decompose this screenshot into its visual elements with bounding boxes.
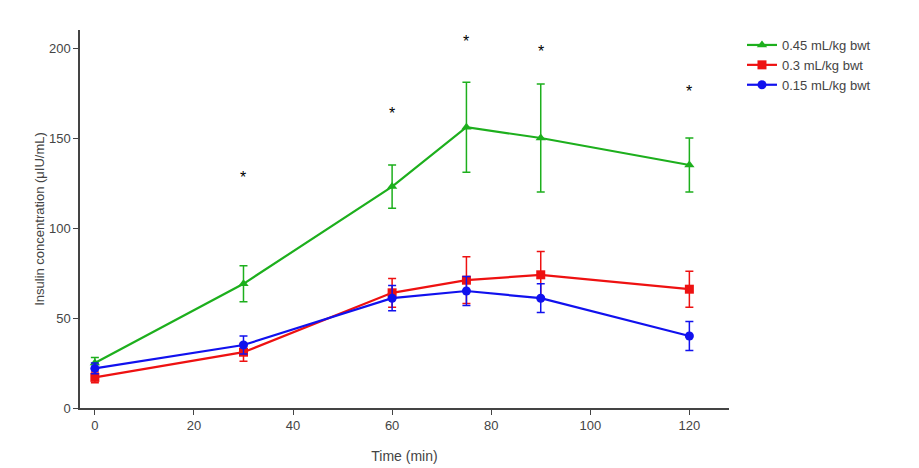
svg-text:100: 100	[579, 418, 601, 433]
svg-text:*: *	[389, 105, 395, 122]
svg-text:Insulin concentration (μIU/mL): Insulin concentration (μIU/mL)	[32, 132, 47, 306]
svg-text:*: *	[686, 83, 692, 100]
svg-text:*: *	[240, 169, 246, 186]
svg-text:0.45 mL/kg bwt: 0.45 mL/kg bwt	[782, 38, 871, 53]
svg-text:200: 200	[49, 41, 71, 56]
svg-text:100: 100	[49, 221, 71, 236]
svg-text:0: 0	[63, 401, 70, 416]
svg-text:20: 20	[187, 418, 201, 433]
svg-text:50: 50	[56, 311, 70, 326]
svg-text:80: 80	[484, 418, 498, 433]
svg-text:*: *	[538, 43, 544, 60]
svg-text:150: 150	[49, 131, 71, 146]
svg-text:0.3 mL/kg bwt: 0.3 mL/kg bwt	[782, 58, 863, 73]
svg-text:0: 0	[91, 418, 98, 433]
svg-text:60: 60	[385, 418, 399, 433]
svg-text:Time (min): Time (min)	[371, 448, 437, 464]
svg-text:120: 120	[679, 418, 701, 433]
svg-text:40: 40	[286, 418, 300, 433]
svg-text:0.15 mL/kg bwt: 0.15 mL/kg bwt	[782, 78, 871, 93]
svg-text:*: *	[463, 33, 469, 50]
